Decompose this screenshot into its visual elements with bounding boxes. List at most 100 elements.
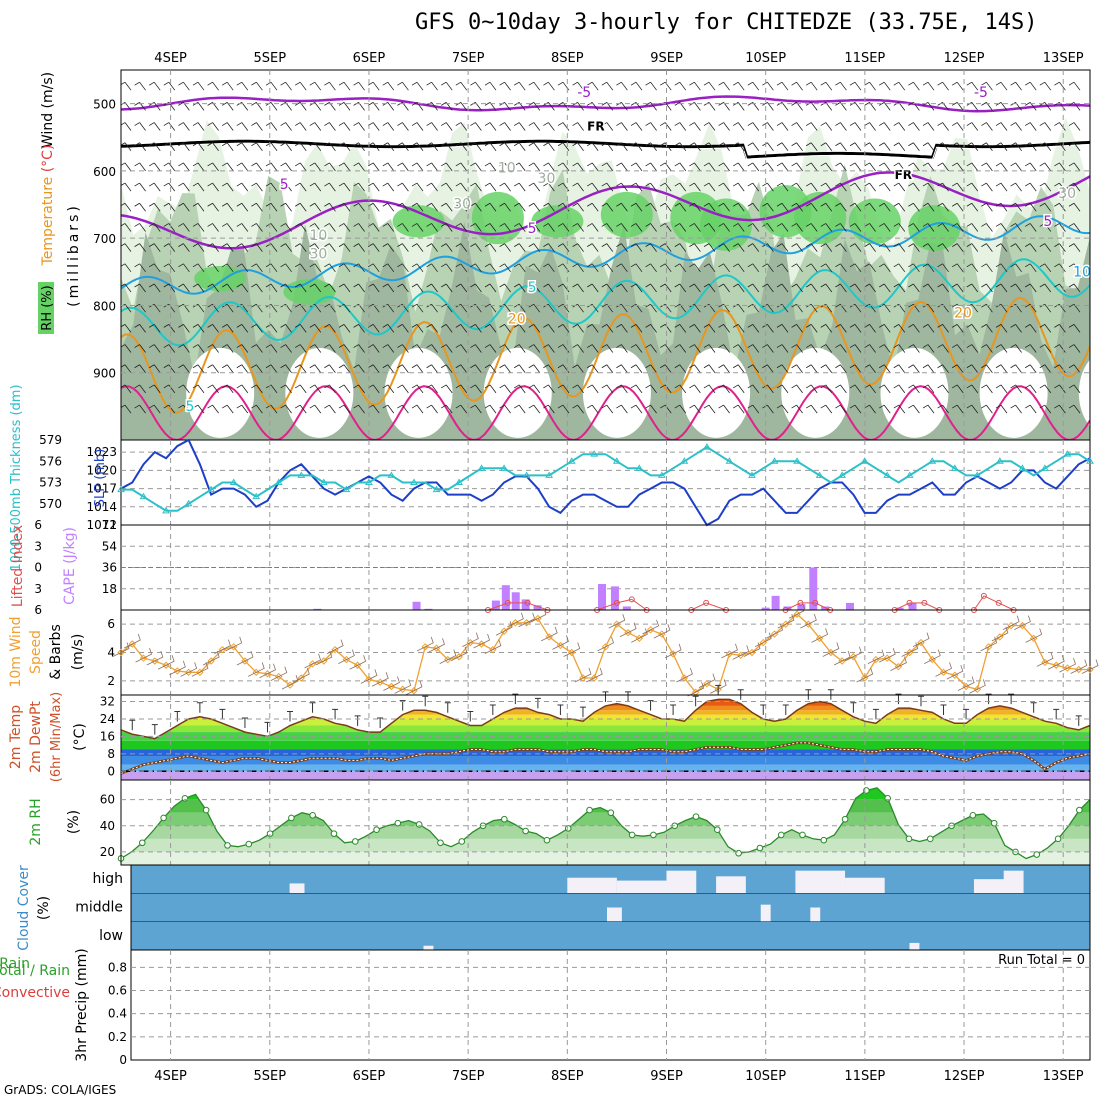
wind-barb — [674, 81, 687, 91]
wind-barb — [1010, 263, 1022, 273]
wind-barb — [586, 182, 599, 192]
wind-barb — [236, 344, 249, 353]
wind-barb — [893, 324, 906, 333]
wind-barb — [382, 182, 395, 192]
wind-barb — [703, 223, 716, 232]
lifted-line — [616, 598, 632, 604]
wind-barb — [470, 364, 482, 373]
wind-barb — [134, 283, 146, 293]
wind-barb — [251, 142, 263, 151]
wind-barb — [192, 81, 205, 91]
wind-barb — [893, 263, 906, 273]
thickness-marker — [319, 478, 328, 485]
wind-barb — [353, 202, 365, 212]
wind-barb — [426, 324, 438, 333]
wind-barb — [878, 162, 891, 172]
rh2m-units: (%) — [66, 810, 82, 834]
wind-barb — [893, 344, 906, 353]
wind-barb — [294, 344, 307, 353]
wind-barb — [178, 142, 190, 151]
temp-contour-30 — [121, 385, 1090, 440]
wind-barb — [995, 122, 1008, 131]
wind-barb — [674, 364, 687, 373]
wind-barb — [981, 283, 993, 293]
rh-marker — [543, 836, 551, 844]
wind-barb — [776, 404, 789, 414]
contour-label: 10 — [309, 228, 327, 244]
temp-maxmin-whisker — [399, 700, 406, 711]
upper-ytick: 800 — [93, 299, 116, 313]
upper-temp-label: Temperature (°C) — [40, 145, 56, 267]
wind-barb — [121, 324, 132, 333]
wind-barb — [732, 81, 745, 91]
wind-barb — [645, 202, 657, 212]
wind-barb — [849, 243, 862, 252]
wind-barb — [893, 243, 906, 252]
wind-barb — [484, 122, 497, 131]
wind-barb — [718, 243, 730, 252]
wind-barb-10m — [281, 674, 299, 690]
wind-barb — [397, 223, 409, 232]
wind-barb — [1054, 364, 1066, 373]
wind-barb — [995, 182, 1008, 192]
wind-barb — [426, 344, 438, 353]
wind-barb — [1054, 162, 1066, 172]
wind-barb — [163, 364, 176, 373]
rh-dry-patch — [979, 347, 1048, 438]
wind-barb — [820, 243, 833, 252]
wind-barb — [309, 364, 322, 373]
temp-maxmin-whisker — [692, 695, 699, 707]
wind-barb — [572, 142, 584, 151]
wind-barb — [309, 182, 322, 192]
wind-barb — [207, 384, 219, 394]
wind-barb — [440, 384, 453, 394]
wind-barb — [353, 283, 365, 293]
wind-barb — [908, 142, 920, 151]
wind-barb — [689, 202, 701, 212]
wind-barb — [762, 81, 774, 91]
wind-barb — [353, 162, 365, 172]
wind-barb — [513, 122, 526, 131]
wind-barb — [265, 364, 278, 373]
wind-barb — [294, 263, 307, 273]
wind-barb — [455, 364, 468, 373]
wind-barb — [732, 122, 745, 131]
wind-barb — [397, 142, 409, 151]
wind-barb — [601, 202, 614, 212]
wind-barb — [922, 122, 935, 131]
wind-barb — [645, 223, 657, 232]
contour-label: 5 — [280, 177, 289, 193]
wind-barb — [1068, 344, 1081, 353]
wind-barb — [221, 243, 234, 252]
wind-barb — [645, 364, 657, 373]
rh-green-patch — [471, 191, 524, 245]
wind-barb — [557, 182, 570, 192]
cloud-fill-high — [289, 883, 305, 894]
wind-barb — [543, 283, 555, 293]
wind-barb — [557, 344, 570, 353]
wind-barb-10m — [912, 632, 930, 647]
wind-barb — [718, 404, 730, 414]
wind-barb-10m — [608, 614, 626, 629]
wind-barb — [280, 202, 292, 212]
x-tick-bottom: 13SEP — [1043, 1069, 1084, 1084]
wind-barb — [674, 243, 687, 252]
temp-color-band — [121, 771, 1090, 780]
rh-green-patch — [600, 191, 653, 238]
thickness-marker — [252, 492, 261, 500]
wind-barb — [689, 122, 701, 131]
wind-barb — [1039, 404, 1052, 414]
wind-barb — [1010, 243, 1022, 252]
wind-barb — [966, 263, 979, 273]
wind-barb — [951, 81, 964, 91]
wind-barb — [586, 122, 599, 131]
wind-barb — [601, 283, 614, 293]
temp-contour-minus5 — [121, 95, 1090, 113]
wind-barb — [280, 364, 292, 373]
thickness-marker — [1018, 464, 1027, 471]
wind-barb — [163, 243, 176, 252]
wind-barb — [645, 122, 657, 131]
wind-barb — [703, 283, 716, 293]
wind-barb — [572, 263, 584, 273]
wind-barb — [981, 202, 993, 212]
